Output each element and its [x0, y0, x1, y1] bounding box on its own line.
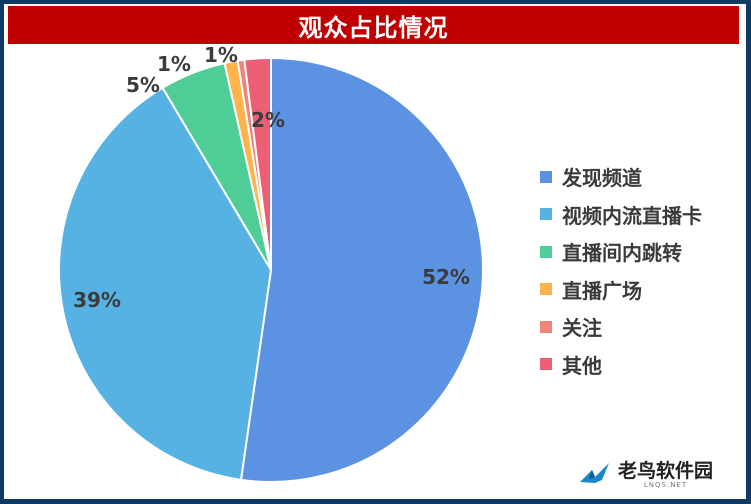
legend-label: 直播间内跳转 [562, 241, 682, 266]
pie-slice-1 [239, 56, 484, 483]
legend-swatch [540, 170, 552, 183]
legend-label: 视频内流直播卡 [562, 203, 702, 228]
data-label-6: 2% [251, 108, 285, 132]
pie-slice-6 [243, 56, 272, 271]
legend-item-6: 其他 [540, 346, 702, 384]
legend-swatch [540, 320, 552, 333]
legend-item-4: 直播广场 [540, 271, 702, 309]
legend-item-2: 视频内流直播卡 [540, 196, 702, 234]
chart-legend: 发现频道视频内流直播卡 直播间内跳转 直播广场关注其他 [540, 158, 702, 383]
watermark: 老鸟软件园 LNQS.NET [578, 460, 713, 490]
watermark-subtext: LNQS.NET [643, 480, 688, 489]
legend-swatch [540, 358, 552, 371]
data-label-1: 52% [422, 265, 470, 289]
legend-label: 其他 [562, 353, 602, 378]
legend-swatch [540, 283, 552, 296]
legend-item-5: 关注 [540, 308, 702, 346]
legend-item-1: 发现频道 [540, 158, 702, 196]
legend-item-3: 直播间内跳转 [540, 233, 702, 271]
bird-logo-icon [580, 463, 609, 483]
legend-swatch [540, 208, 552, 221]
legend-label: 发现频道 [562, 166, 642, 191]
pie-slice-2 [58, 86, 273, 481]
watermark-text: 老鸟软件园 [618, 459, 714, 482]
chart-title-bar: 观众占比情况 [8, 6, 739, 44]
legend-label: 关注 [562, 316, 602, 341]
legend-label: 直播广场 [562, 278, 642, 303]
chart-title: 观众占比情况 [298, 13, 449, 42]
data-label-4-b: 1% [204, 43, 238, 67]
data-label-4: 1% [157, 52, 191, 76]
data-label-2: 39% [73, 288, 121, 312]
data-label-3: 5% [126, 73, 160, 97]
legend-swatch [540, 245, 552, 258]
